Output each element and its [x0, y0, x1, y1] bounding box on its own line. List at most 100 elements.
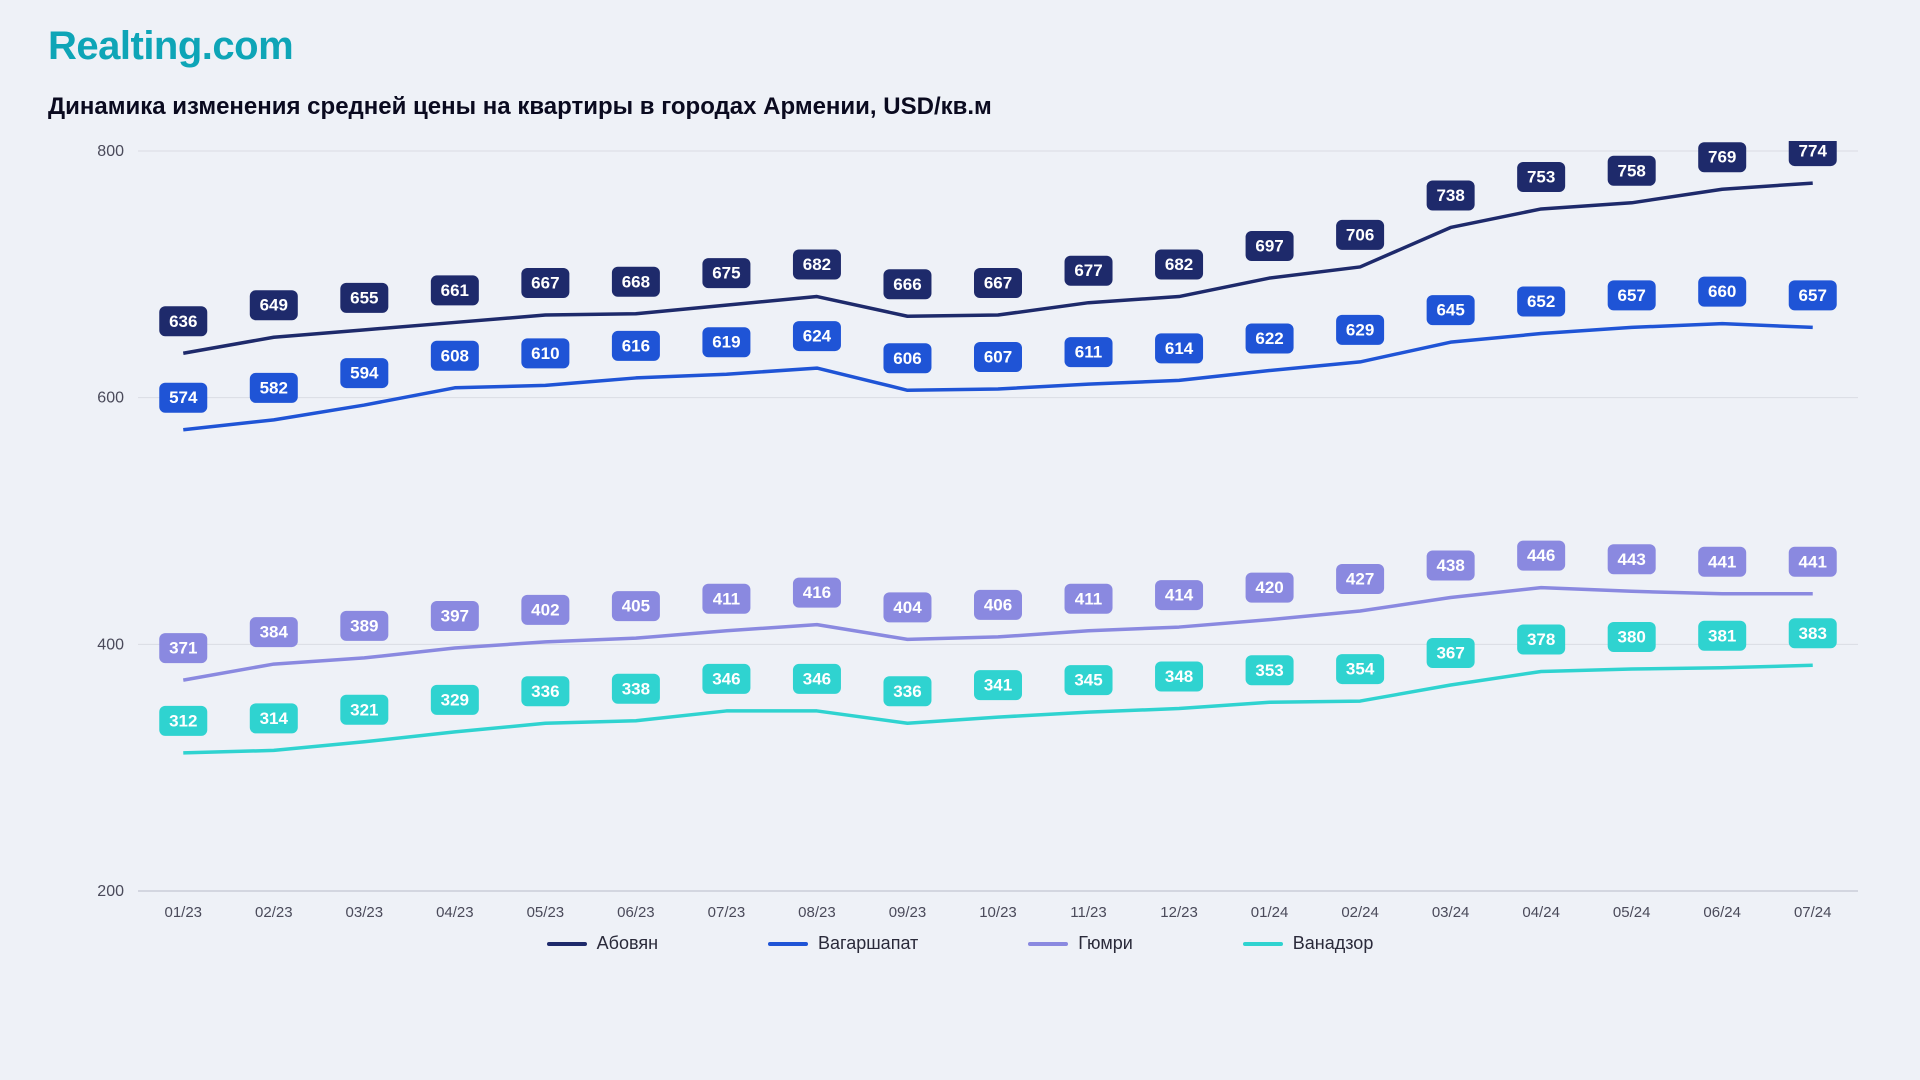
- legend-swatch: [1028, 942, 1068, 946]
- svg-text:622: 622: [1255, 329, 1283, 348]
- svg-text:02/23: 02/23: [255, 904, 293, 921]
- svg-text:753: 753: [1527, 167, 1555, 186]
- svg-text:606: 606: [893, 349, 921, 368]
- svg-text:668: 668: [622, 272, 650, 291]
- legend-item: Абовян: [547, 933, 658, 954]
- svg-text:636: 636: [169, 312, 197, 331]
- svg-text:619: 619: [712, 333, 740, 352]
- svg-text:06/23: 06/23: [617, 904, 655, 921]
- legend-label: Гюмри: [1078, 933, 1132, 954]
- svg-text:667: 667: [531, 274, 559, 293]
- svg-text:427: 427: [1346, 570, 1374, 589]
- svg-text:380: 380: [1617, 628, 1645, 647]
- legend-swatch: [1243, 942, 1283, 946]
- svg-text:346: 346: [803, 669, 831, 688]
- legend-swatch: [768, 942, 808, 946]
- site-logo: Realting.com: [48, 24, 1872, 69]
- svg-text:411: 411: [1075, 589, 1102, 608]
- legend-item: Гюмри: [1028, 933, 1132, 954]
- svg-text:04/24: 04/24: [1522, 904, 1560, 921]
- svg-text:769: 769: [1708, 148, 1736, 167]
- svg-text:406: 406: [984, 595, 1012, 614]
- svg-text:675: 675: [712, 264, 740, 283]
- svg-text:397: 397: [441, 607, 469, 626]
- svg-text:657: 657: [1799, 286, 1827, 305]
- svg-text:05/23: 05/23: [527, 904, 565, 921]
- legend-label: Абовян: [597, 933, 658, 954]
- svg-text:402: 402: [531, 600, 559, 619]
- chart-legend: Абовян Вагаршапат Гюмри Ванадзор: [48, 933, 1872, 954]
- svg-text:666: 666: [893, 275, 921, 294]
- svg-text:629: 629: [1346, 320, 1374, 339]
- svg-text:660: 660: [1708, 282, 1736, 301]
- svg-text:438: 438: [1436, 556, 1464, 575]
- svg-text:416: 416: [803, 583, 831, 602]
- svg-text:420: 420: [1255, 578, 1283, 597]
- svg-text:404: 404: [893, 598, 922, 617]
- svg-text:389: 389: [350, 616, 378, 635]
- svg-text:657: 657: [1617, 286, 1645, 305]
- svg-text:677: 677: [1074, 261, 1102, 280]
- svg-text:10/23: 10/23: [979, 904, 1017, 921]
- svg-text:645: 645: [1436, 301, 1464, 320]
- svg-text:353: 353: [1255, 661, 1283, 680]
- svg-text:341: 341: [984, 676, 1012, 695]
- svg-text:414: 414: [1165, 586, 1194, 605]
- svg-text:774: 774: [1799, 142, 1828, 161]
- svg-text:411: 411: [713, 589, 740, 608]
- svg-text:443: 443: [1617, 550, 1645, 569]
- svg-text:649: 649: [260, 296, 288, 315]
- svg-text:02/24: 02/24: [1341, 904, 1379, 921]
- svg-text:655: 655: [350, 288, 378, 307]
- svg-text:624: 624: [803, 327, 832, 346]
- svg-text:611: 611: [1075, 343, 1102, 362]
- svg-text:01/23: 01/23: [164, 904, 202, 921]
- svg-text:05/24: 05/24: [1613, 904, 1651, 921]
- svg-text:383: 383: [1799, 624, 1827, 643]
- svg-text:348: 348: [1165, 667, 1193, 686]
- svg-text:01/24: 01/24: [1251, 904, 1289, 921]
- svg-text:574: 574: [169, 388, 198, 407]
- svg-text:582: 582: [260, 378, 288, 397]
- svg-text:384: 384: [260, 623, 289, 642]
- svg-text:607: 607: [984, 348, 1012, 367]
- svg-text:610: 610: [531, 344, 559, 363]
- svg-text:200: 200: [97, 883, 124, 900]
- chart-container: 20040060080001/2302/2303/2304/2305/2306/…: [48, 141, 1868, 921]
- svg-text:11/23: 11/23: [1070, 904, 1106, 921]
- svg-text:405: 405: [622, 597, 650, 616]
- svg-text:345: 345: [1074, 671, 1102, 690]
- svg-text:381: 381: [1708, 626, 1736, 645]
- svg-text:441: 441: [1708, 552, 1736, 571]
- svg-text:314: 314: [260, 709, 289, 728]
- legend-swatch: [547, 942, 587, 946]
- svg-text:616: 616: [622, 336, 650, 355]
- svg-text:371: 371: [169, 639, 197, 658]
- svg-text:336: 336: [531, 682, 559, 701]
- svg-text:312: 312: [169, 711, 197, 730]
- svg-text:600: 600: [97, 390, 124, 407]
- svg-text:594: 594: [350, 364, 379, 383]
- legend-label: Ванадзор: [1293, 933, 1374, 954]
- svg-text:614: 614: [1165, 339, 1194, 358]
- svg-text:446: 446: [1527, 546, 1555, 565]
- svg-text:321: 321: [350, 700, 378, 719]
- legend-label: Вагаршапат: [818, 933, 918, 954]
- svg-text:706: 706: [1346, 225, 1374, 244]
- svg-text:682: 682: [803, 255, 831, 274]
- svg-text:441: 441: [1799, 552, 1827, 571]
- svg-text:608: 608: [441, 346, 469, 365]
- svg-text:354: 354: [1346, 660, 1375, 679]
- svg-text:738: 738: [1436, 186, 1464, 205]
- line-chart: 20040060080001/2302/2303/2304/2305/2306/…: [48, 141, 1868, 921]
- svg-text:07/23: 07/23: [708, 904, 746, 921]
- svg-text:346: 346: [712, 669, 740, 688]
- legend-item: Вагаршапат: [768, 933, 918, 954]
- svg-text:697: 697: [1255, 237, 1283, 256]
- svg-text:400: 400: [97, 636, 124, 653]
- svg-text:09/23: 09/23: [889, 904, 927, 921]
- svg-text:758: 758: [1617, 161, 1645, 180]
- svg-text:329: 329: [441, 690, 469, 709]
- svg-text:367: 367: [1436, 644, 1464, 663]
- svg-text:682: 682: [1165, 255, 1193, 274]
